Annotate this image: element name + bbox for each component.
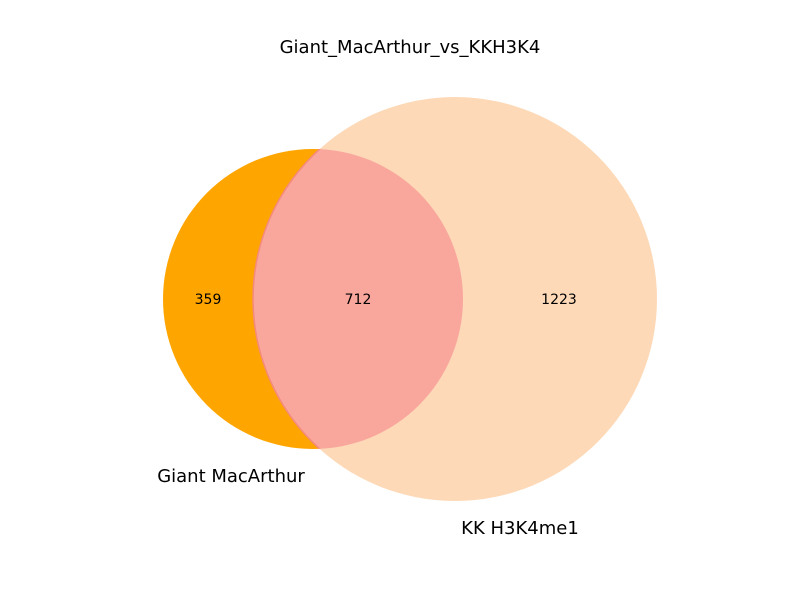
- intersection-region: [252, 149, 463, 449]
- count-b-only: 1223: [541, 292, 577, 308]
- label-giant-macarthur: Giant MacArthur: [157, 466, 305, 487]
- label-kk-h3k4me1: KK H3K4me1: [461, 518, 579, 539]
- count-a-only: 359: [195, 292, 222, 308]
- count-intersection: 712: [345, 292, 372, 308]
- diagram-title: Giant_MacArthur_vs_KKH3K4: [280, 37, 541, 58]
